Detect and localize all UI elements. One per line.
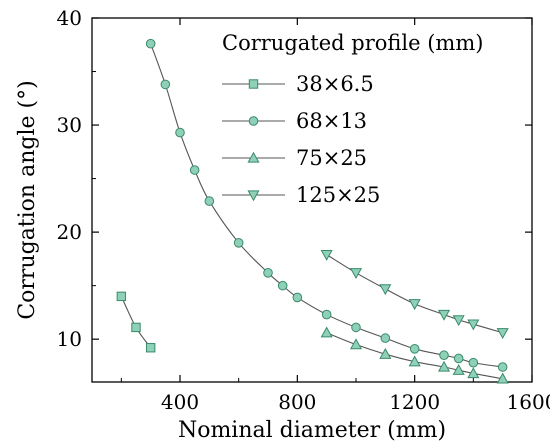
y-tick-label: 40 <box>57 6 82 30</box>
y-tick-label: 10 <box>57 327 82 351</box>
x-axis-title: Nominal diameter (mm) <box>178 418 446 443</box>
data-point <box>408 355 421 367</box>
data-point <box>496 372 509 384</box>
data-point <box>189 165 200 175</box>
data-point <box>204 196 215 206</box>
y-axis-title: Corrugation angle (°) <box>15 80 40 319</box>
series-line <box>120 296 152 349</box>
data-point <box>409 344 420 354</box>
data-point <box>379 284 392 296</box>
legend-title: Corrugated profile (mm) <box>222 31 483 55</box>
data-point <box>320 249 333 261</box>
legend-label: 125×25 <box>296 183 380 207</box>
data-point <box>233 238 244 248</box>
x-tick-label: 1600 <box>507 390 550 414</box>
data-point <box>497 362 508 372</box>
x-tick-label: 800 <box>278 390 316 414</box>
axes: 400 800 1200 1600 10 20 30 40 <box>57 6 550 414</box>
legend-item: 75×25 <box>222 146 367 170</box>
series-3 <box>320 326 509 384</box>
data-point <box>408 299 421 311</box>
data-point <box>131 322 141 333</box>
data-point <box>160 79 171 90</box>
legend-marker <box>248 116 259 126</box>
data-point <box>452 363 465 375</box>
legend-marker <box>247 151 260 163</box>
data-point <box>467 367 480 379</box>
data-point <box>277 280 288 291</box>
data-point <box>116 291 127 302</box>
data-point <box>467 319 480 331</box>
data-point <box>453 353 464 364</box>
x-tick-label: 400 <box>161 390 199 414</box>
data-point <box>437 360 451 372</box>
series-1 <box>116 291 156 353</box>
data-point <box>320 326 333 338</box>
y-tick-label: 20 <box>57 220 82 244</box>
data-point <box>145 343 156 353</box>
data-point <box>349 268 363 280</box>
data-point <box>379 347 392 359</box>
legend-marker <box>247 190 260 202</box>
legend-item: 68×13 <box>222 109 367 133</box>
data-point <box>175 127 185 138</box>
series-layer <box>116 38 509 384</box>
legend-label: 68×13 <box>296 109 367 133</box>
data-point <box>263 268 273 278</box>
data-point <box>437 309 451 321</box>
data-point <box>380 333 391 343</box>
series-4 <box>320 249 509 339</box>
data-point <box>321 309 332 320</box>
data-point <box>351 322 361 333</box>
data-point <box>468 357 479 368</box>
x-tick-label: 1200 <box>389 390 440 414</box>
legend-label: 38×6.5 <box>296 72 374 96</box>
series-2 <box>145 38 508 372</box>
data-point <box>292 292 303 303</box>
legend: Corrugated profile (mm) 38×6.5 68×13 75×25 1… <box>222 31 483 207</box>
legend-item: 38×6.5 <box>222 72 374 96</box>
legend-item: 125×25 <box>222 183 380 207</box>
data-point <box>496 328 509 339</box>
data-point <box>439 350 449 361</box>
data-point <box>452 315 465 327</box>
legend-label: 75×25 <box>296 146 367 170</box>
plot-area <box>91 17 533 383</box>
data-point <box>349 338 363 350</box>
y-tick-label: 30 <box>57 113 82 137</box>
plot-frame <box>91 17 533 383</box>
legend-marker <box>248 79 259 89</box>
data-point <box>145 38 156 49</box>
